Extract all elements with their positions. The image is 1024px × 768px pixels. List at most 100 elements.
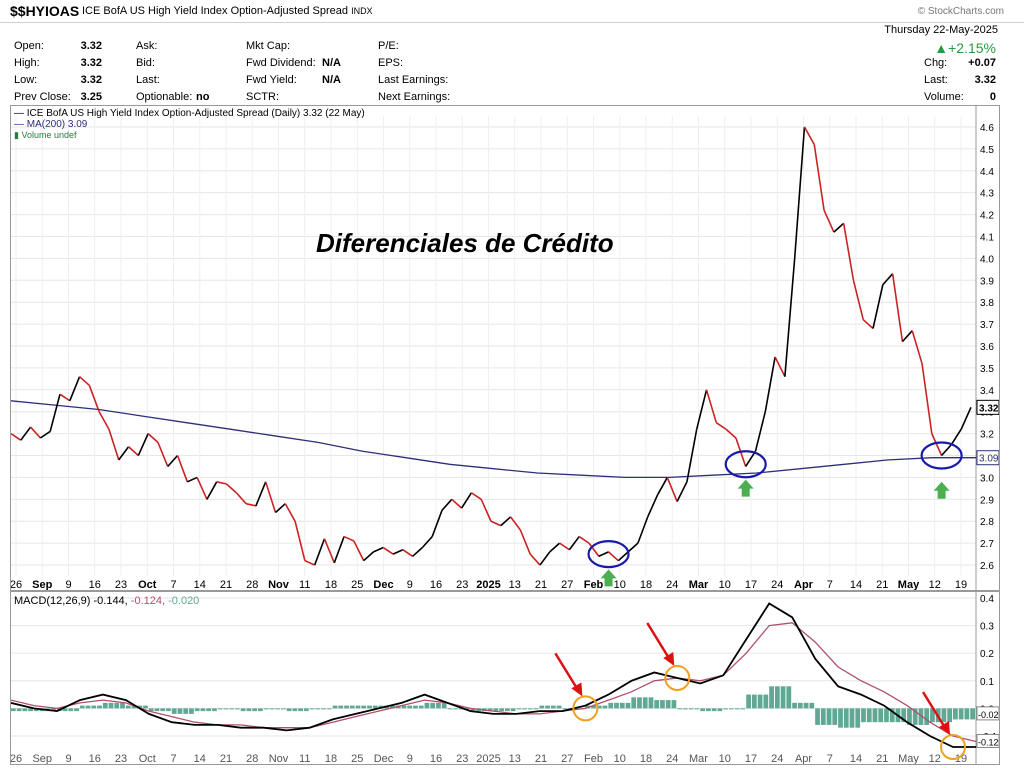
macd-value-label: -0.02: [978, 710, 999, 720]
x-tick-label: 13: [509, 753, 521, 765]
y-tick-label: 2.7: [980, 539, 994, 550]
x-tick-label: 7: [170, 753, 176, 765]
x-tick-label: 24: [771, 753, 783, 765]
price-segment: [676, 481, 688, 502]
histogram-bar: [367, 705, 372, 709]
histogram-bar: [470, 708, 476, 712]
y-tick-label: 3.5: [980, 364, 994, 375]
histogram-bar: [177, 708, 183, 714]
histogram-bar: [591, 705, 596, 709]
price-segment: [118, 446, 130, 461]
y-tick-label: 4.5: [980, 145, 994, 156]
histogram-bar: [608, 702, 614, 709]
histogram-bar: [838, 708, 843, 728]
histogram-bar: [504, 708, 510, 712]
histogram-bar: [269, 708, 275, 710]
histogram-bar: [240, 708, 246, 712]
price-segment: [784, 258, 796, 377]
x-tick-label: May: [898, 753, 919, 765]
histogram-bar: [516, 708, 522, 710]
histogram-bar: [171, 708, 177, 714]
histogram-bar: [499, 708, 504, 712]
histogram-bar: [654, 700, 660, 709]
histogram-bar: [953, 708, 958, 720]
x-tick-label: 16: [89, 579, 101, 591]
x-tick-label: 18: [640, 579, 652, 591]
price-segment: [196, 477, 208, 500]
x-tick-label: 14: [850, 579, 862, 591]
price-segment: [235, 492, 247, 505]
x-tick-label: 16: [89, 753, 101, 765]
price-segment: [264, 481, 277, 513]
y-tick-label: 4.6: [980, 123, 994, 134]
next-earnings-label: Next Earnings:: [378, 91, 451, 103]
price-segment: [911, 330, 923, 364]
price-segment: [509, 516, 522, 531]
x-tick-label: 21: [220, 753, 232, 765]
price-segment: [539, 551, 551, 566]
histogram-bar: [349, 705, 355, 709]
histogram-bar: [878, 708, 884, 723]
histogram-bar: [637, 697, 642, 709]
price-segment: [598, 551, 609, 558]
x-tick-label: Feb: [584, 579, 604, 591]
open-label: Open:: [14, 40, 44, 52]
price-segment: [206, 481, 218, 500]
last2-value: 3.32: [974, 74, 996, 86]
price-segment: [353, 540, 365, 562]
histogram-bar: [246, 708, 252, 712]
histogram-bar: [751, 694, 757, 709]
histogram-bar: [550, 705, 556, 709]
x-tick-label: 9: [407, 753, 413, 765]
histogram-bar: [671, 700, 677, 709]
x-tick-label: 2025: [476, 579, 500, 591]
histogram-bar: [447, 708, 453, 710]
histogram-bar: [665, 700, 671, 709]
histogram-bar: [614, 702, 619, 709]
histogram-bar: [286, 708, 292, 712]
x-tick-label: 17: [745, 753, 757, 765]
x-tick-label: 14: [850, 753, 862, 765]
pct-change: ▲+2.15%: [934, 40, 996, 56]
ticker-symbol: $$HYIOAS: [10, 3, 80, 19]
histogram-bar: [683, 708, 688, 710]
price-segment: [284, 503, 296, 522]
price-segment: [421, 536, 433, 549]
price-segment: [500, 516, 512, 527]
histogram-bar: [493, 708, 499, 712]
prev-close-label: Prev Close:: [14, 91, 71, 103]
price-segment: [559, 542, 570, 551]
price-segment: [88, 385, 100, 412]
y-tick-label: 0.3: [980, 622, 994, 633]
price-segment: [891, 273, 904, 342]
ma-value-label: 3.09: [979, 454, 999, 465]
x-tick-label: 21: [535, 579, 547, 591]
histogram-bar: [729, 708, 734, 710]
histogram-bar: [120, 702, 125, 709]
eps-label: EPS:: [378, 57, 404, 69]
price-segment: [941, 444, 953, 457]
x-tick-label: Mar: [689, 579, 709, 591]
price-segment: [813, 144, 825, 211]
x-tick-label: Feb: [584, 753, 603, 765]
x-tick-label: 25: [351, 753, 363, 765]
price-segment: [578, 535, 590, 544]
histogram-bar: [85, 705, 91, 709]
price-segment: [842, 223, 855, 281]
red-arrow-icon: [921, 691, 949, 732]
pe-label: P/E:: [378, 40, 399, 52]
price-segment: [79, 376, 90, 387]
histogram-bar: [487, 708, 493, 712]
histogram-bar: [809, 702, 815, 709]
price-segment: [686, 429, 698, 482]
high-value: 3.32: [80, 57, 102, 69]
histogram-bar: [746, 694, 751, 709]
histogram-bar: [849, 708, 855, 728]
x-tick-label: 9: [65, 579, 71, 591]
bid-label: Bid:: [136, 57, 155, 69]
last2-label: Last:: [924, 74, 948, 86]
price-segment: [402, 549, 414, 557]
histogram-bar: [298, 708, 303, 712]
x-tick-label: 11: [299, 753, 310, 765]
histogram-bar: [361, 705, 367, 709]
